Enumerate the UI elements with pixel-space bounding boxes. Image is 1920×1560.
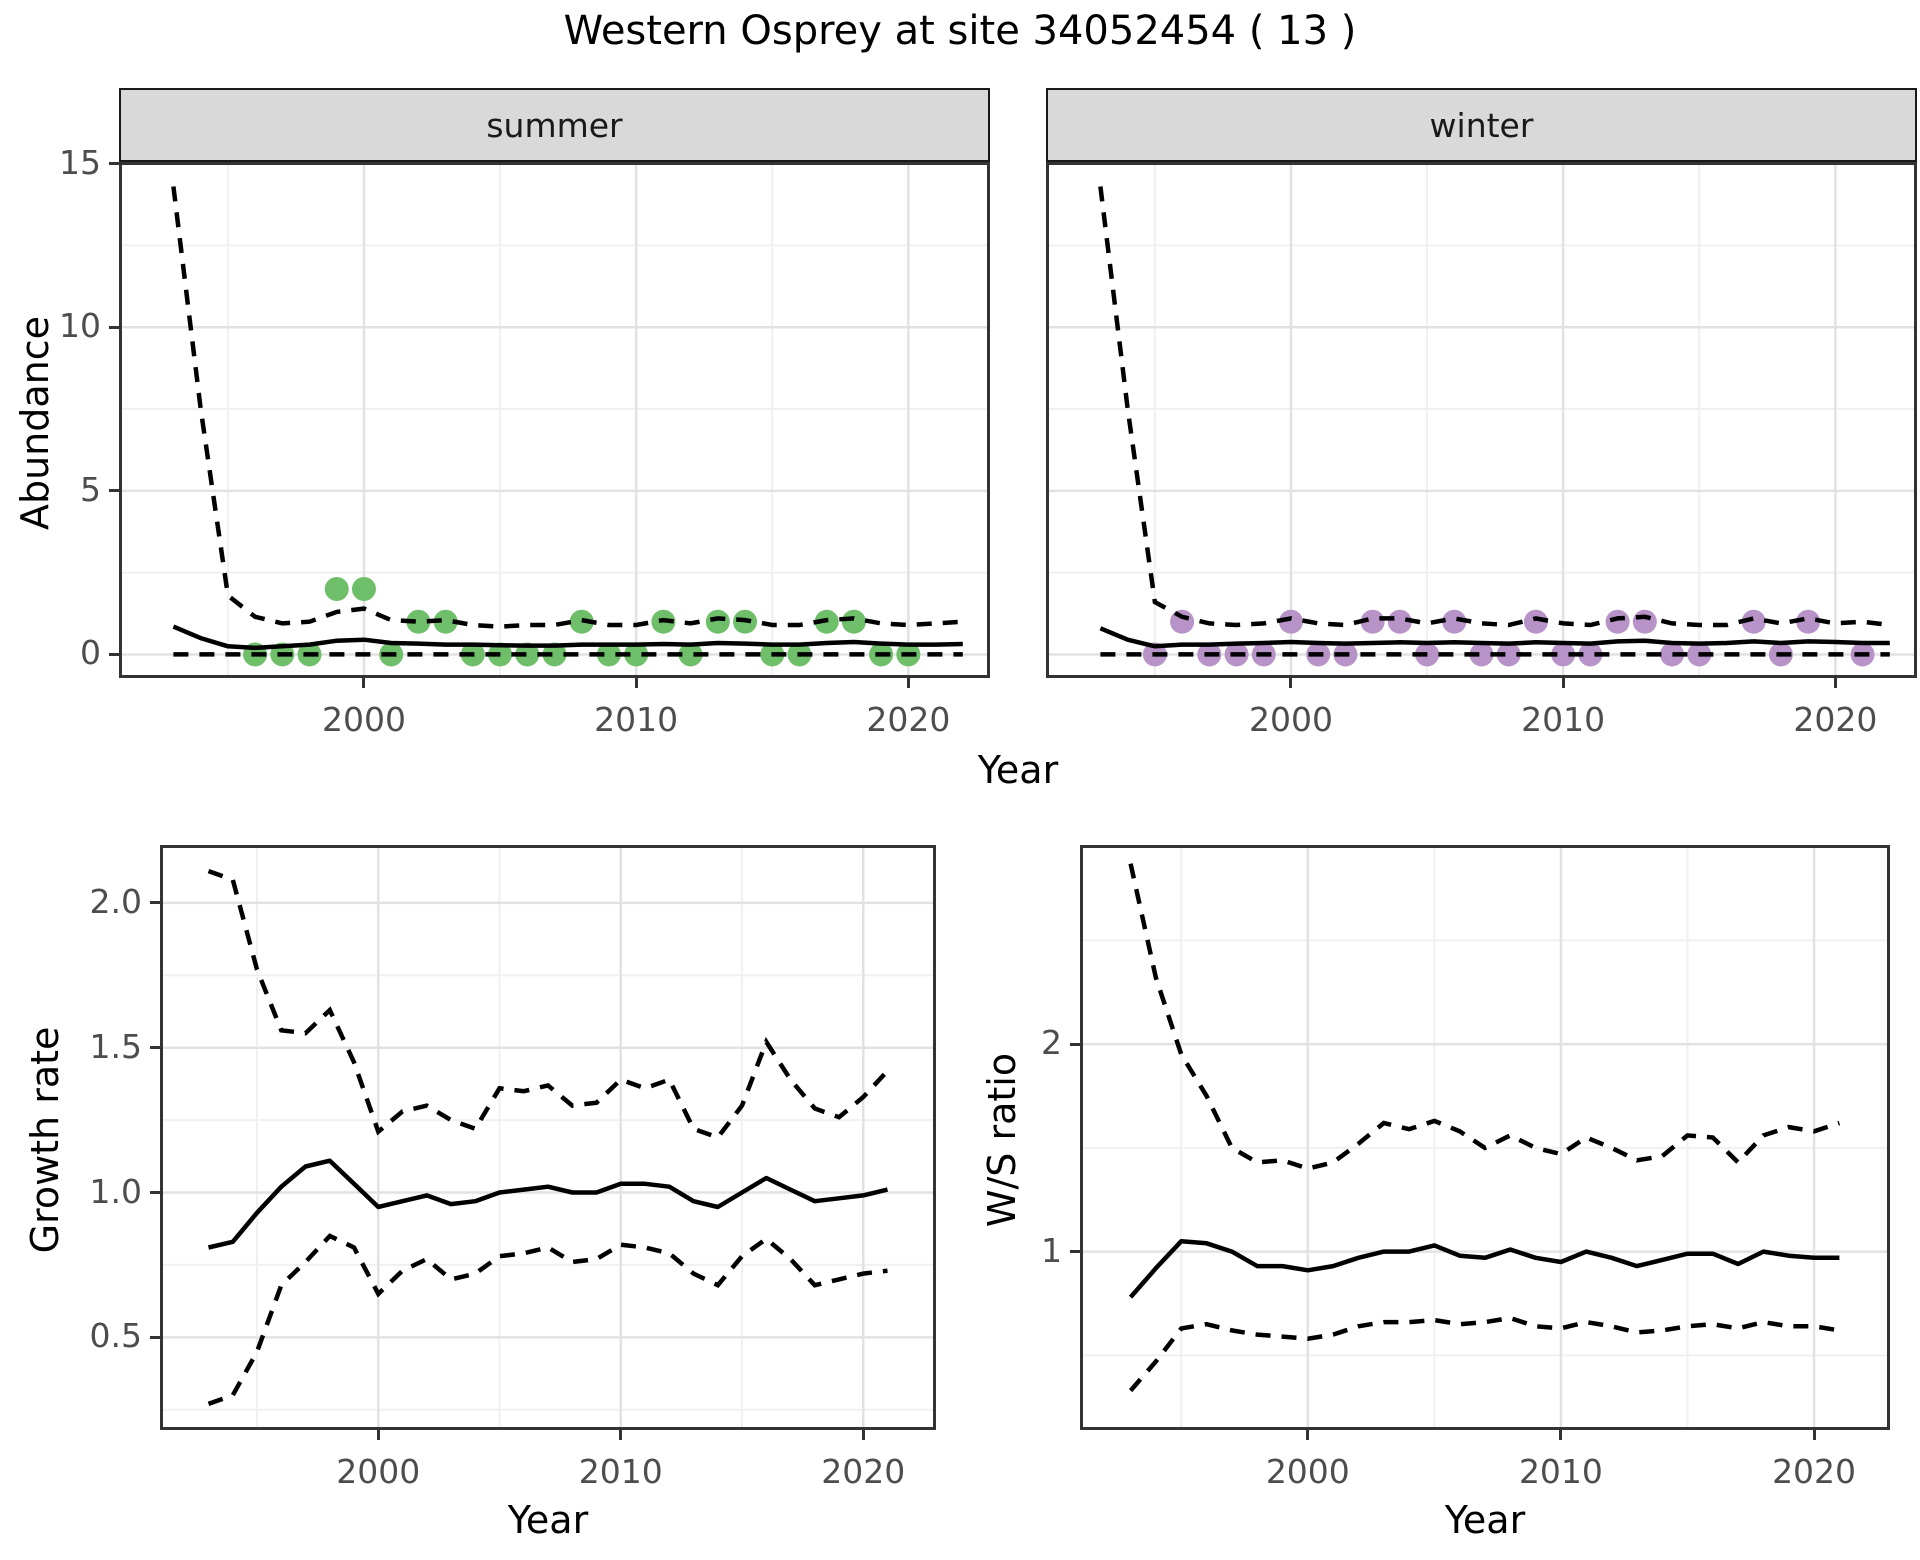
abundance_summer-point — [406, 609, 431, 634]
abundance_winter-point — [1442, 609, 1467, 634]
abundance_winter-point — [1741, 609, 1766, 634]
growth_rate-y-tick-mark — [150, 1191, 160, 1195]
growth-rate-y-axis-title: Growth rate — [23, 1026, 67, 1254]
abundance_summer-y-tick-label: 0 — [80, 633, 101, 673]
ws_ratio-lower-ci-line — [1128, 1315, 1840, 1393]
abundance_summer-x-tick-label: 2010 — [594, 700, 679, 739]
abundance_winter-x-tick-mark — [1561, 678, 1565, 688]
abundance_summer-y-tick-label: 5 — [80, 469, 101, 509]
ws_ratio-x-tick-label: 2020 — [1772, 1452, 1857, 1491]
abundance_summer-x-tick-mark — [634, 678, 638, 688]
ws_ratio-x-tick-label: 2000 — [1265, 1452, 1350, 1491]
ws_ratio-x-tick-mark — [1559, 1430, 1563, 1440]
ws_ratio-upper-ci-line — [1128, 863, 1841, 1171]
growth_rate-x-tick-mark — [861, 1430, 865, 1440]
abundance_summer-median-line — [172, 624, 963, 651]
growth_rate-y-tick-label: 2.0 — [89, 881, 142, 921]
abundance_summer-y-tick-mark — [109, 489, 119, 493]
growth-rate-x-axis-title: Year — [507, 1498, 589, 1542]
abundance_summer-point — [841, 609, 866, 634]
abundance_summer-upper-ci-line — [171, 186, 963, 629]
abundance_winter-point — [1578, 642, 1603, 667]
facet-strip-winter-label: winter — [1429, 105, 1534, 145]
abundance_summer-point — [542, 642, 567, 667]
abundance_summer-x-tick-mark — [906, 678, 910, 688]
abundance_summer-point — [433, 609, 458, 634]
abundance_summer-y-tick-mark — [109, 162, 119, 166]
abundance_winter-point — [1278, 609, 1303, 634]
growth_rate-x-tick-mark — [619, 1430, 623, 1440]
facet-strip-winter: winter — [1046, 88, 1917, 162]
abundance_winter-x-tick-mark — [1833, 678, 1837, 688]
abundance_summer-point — [705, 609, 730, 634]
abundance_winter-upper-ci-line — [1098, 186, 1891, 628]
abundance_summer-point — [324, 577, 349, 602]
top-x-axis-title: Year — [977, 748, 1059, 792]
abundance_winter-point — [1523, 609, 1548, 634]
abundance_winter-point — [1387, 609, 1412, 634]
abundance_winter-point — [1660, 642, 1685, 667]
abundance_winter-point — [1796, 609, 1821, 634]
ws_ratio-median-line — [1128, 1238, 1840, 1299]
ws_ratio-y-tick-mark — [1070, 1250, 1080, 1254]
growth_rate-upper-ci-line — [207, 868, 890, 1141]
growth_rate-panel — [160, 845, 936, 1430]
growth_rate-y-tick-mark — [150, 1046, 160, 1050]
growth_rate-y-tick-mark — [150, 901, 160, 905]
abundance_winter-median-line — [1099, 626, 1890, 649]
growth_rate-y-tick-label: 0.5 — [89, 1316, 142, 1356]
ws_ratio-panel — [1080, 845, 1890, 1430]
chart-title: Western Osprey at site 34052454 ( 13 ) — [563, 8, 1357, 54]
abundance_winter-x-tick-label: 2020 — [1793, 700, 1878, 739]
abundance_winter-point — [1469, 642, 1494, 667]
abundance_winter-panel — [1046, 162, 1917, 678]
abundance_summer-point — [624, 642, 649, 667]
abundance_summer-y-tick-label: 15 — [59, 142, 101, 182]
abundance_summer-point — [678, 642, 703, 667]
facet-strip-summer: summer — [119, 88, 990, 162]
facet-strip-summer-label: summer — [486, 105, 623, 145]
growth_rate-lower-ci-line — [207, 1233, 888, 1407]
growth_rate-x-tick-mark — [376, 1430, 380, 1440]
ws-ratio-x-axis-title: Year — [1444, 1498, 1526, 1542]
abundance_winter-point — [1605, 609, 1630, 634]
ws_ratio-y-tick-mark — [1070, 1042, 1080, 1046]
abundance_summer-panel — [119, 162, 990, 678]
abundance_winter-point — [1170, 609, 1195, 634]
abundance_winter-x-tick-label: 2000 — [1248, 700, 1333, 739]
ws_ratio-x-tick-label: 2010 — [1518, 1452, 1603, 1491]
abundance_summer-x-tick-mark — [362, 678, 366, 688]
abundance_summer-y-tick-mark — [109, 652, 119, 656]
growth_rate-x-tick-label: 2000 — [336, 1452, 421, 1491]
growth_rate-x-tick-label: 2020 — [821, 1452, 906, 1491]
ws_ratio-y-tick-label: 2 — [1041, 1023, 1062, 1063]
growth_rate-y-tick-label: 1.5 — [89, 1026, 142, 1066]
abundance_summer-x-tick-label: 2000 — [321, 700, 406, 739]
abundance_summer-point — [596, 642, 621, 667]
ws_ratio-y-tick-label: 1 — [1041, 1230, 1062, 1270]
growth_rate-median-line — [207, 1158, 889, 1250]
abundance_summer-y-tick-mark — [109, 325, 119, 329]
ws_ratio-x-tick-mark — [1306, 1430, 1310, 1440]
abundance_summer-y-tick-label: 10 — [59, 306, 101, 346]
abundance_winter-x-tick-label: 2010 — [1521, 700, 1606, 739]
abundance_summer-point — [515, 642, 540, 667]
growth_rate-y-tick-label: 1.0 — [89, 1171, 142, 1211]
ws_ratio-x-tick-mark — [1812, 1430, 1816, 1440]
abundance_winter-point — [1360, 609, 1385, 634]
abundance-y-axis-title: Abundance — [13, 315, 57, 531]
abundance_winter-x-tick-mark — [1289, 678, 1293, 688]
abundance_winter-point — [1632, 609, 1657, 634]
abundance_summer-x-tick-label: 2020 — [866, 700, 951, 739]
growth_rate-y-tick-mark — [150, 1335, 160, 1339]
abundance_winter-point — [1551, 642, 1576, 667]
abundance_summer-point — [351, 577, 376, 602]
abundance_winter-point — [1496, 642, 1521, 667]
growth_rate-x-tick-label: 2010 — [578, 1452, 663, 1491]
